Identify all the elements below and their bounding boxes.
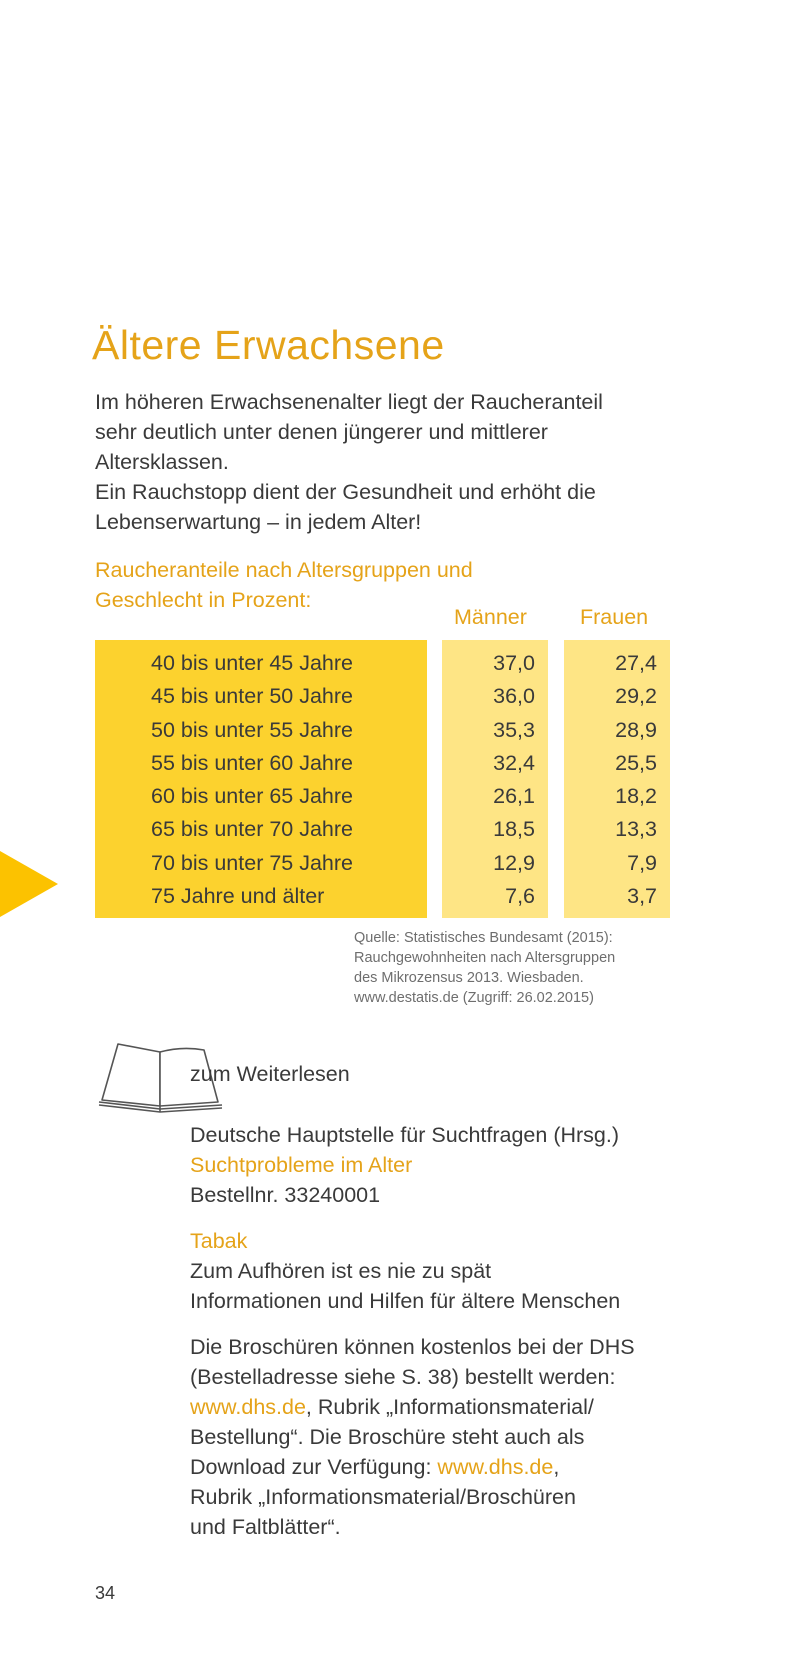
reference-title: Suchtprobleme im Alter bbox=[190, 1153, 413, 1177]
women-value: 13,3 bbox=[615, 817, 657, 842]
age-group: 40 bis unter 45 Jahre bbox=[151, 651, 353, 675]
table-caption-line: Raucheranteile nach Altersgruppen und bbox=[95, 558, 473, 582]
order-note-text: , bbox=[553, 1455, 560, 1479]
table-caption: Raucheranteile nach Altersgruppen und Ge… bbox=[95, 555, 535, 615]
order-note-text: Download zur Verfügung: bbox=[190, 1455, 438, 1479]
order-note-line: Rubrik „Informationsmaterial/Broschüren bbox=[190, 1485, 576, 1509]
women-value: 3,7 bbox=[627, 884, 657, 909]
further-reading-label: zum Weiterlesen bbox=[190, 1062, 350, 1086]
intro-line: Ein Rauchstopp dient der Gesundheit und … bbox=[95, 480, 596, 504]
source-line: Rauchgewohnheiten nach Altersgruppen bbox=[354, 950, 616, 966]
page-number: 34 bbox=[95, 1583, 116, 1603]
women-value: 27,4 bbox=[615, 651, 657, 675]
women-value: 28,9 bbox=[615, 717, 657, 742]
open-book-icon bbox=[98, 1043, 223, 1113]
table-row: 70 bis unter 75 Jahre 12,9 7,9 bbox=[95, 847, 670, 880]
order-note-line: und Faltblätter“. bbox=[190, 1515, 341, 1539]
reading-references: Deutsche Hauptstelle für Suchtfragen (Hr… bbox=[190, 1120, 750, 1542]
age-group: 45 bis unter 50 Jahre bbox=[151, 684, 353, 709]
men-value: 12,9 bbox=[493, 850, 535, 875]
smoker-rate-table: 40 bis unter 45 Jahre 37,0 27,4 45 bis u… bbox=[95, 647, 670, 913]
men-value: 18,5 bbox=[493, 817, 535, 842]
intro-text: Im höheren Erwachsenenalter liegt der Ra… bbox=[95, 387, 735, 537]
table-row: 40 bis unter 45 Jahre 37,0 27,4 bbox=[95, 647, 670, 680]
men-value: 26,1 bbox=[493, 784, 535, 809]
order-note-line: Download zur Verfügung: www.dhs.de, bbox=[190, 1452, 750, 1482]
order-note-text: , Rubrik „Informationsmaterial/ bbox=[305, 1395, 594, 1419]
men-value: 7,6 bbox=[505, 884, 535, 909]
women-value: 7,9 bbox=[627, 850, 657, 875]
intro-line: Altersklassen. bbox=[95, 450, 229, 474]
table-caption-line: Geschlecht in Prozent: bbox=[95, 588, 312, 612]
source-line: des Mikrozensus 2013. Wiesbaden. bbox=[354, 970, 584, 986]
reference-subtitle: Informationen und Hilfen für ältere Mens… bbox=[190, 1289, 621, 1313]
table-row: 65 bis unter 70 Jahre 18,5 13,3 bbox=[95, 813, 670, 846]
reference-title: Tabak bbox=[190, 1229, 248, 1253]
table-row: 50 bis unter 55 Jahre 35,3 28,9 bbox=[95, 714, 670, 747]
women-value: 29,2 bbox=[615, 684, 657, 709]
women-value: 25,5 bbox=[615, 750, 657, 775]
men-value: 37,0 bbox=[493, 651, 535, 675]
age-column-background bbox=[95, 640, 427, 918]
dhs-link[interactable]: www.dhs.de bbox=[437, 1455, 554, 1479]
age-group: 75 Jahre und älter bbox=[151, 884, 325, 909]
intro-line: Im höheren Erwachsenenalter liegt der Ra… bbox=[95, 390, 603, 414]
men-value: 32,4 bbox=[493, 750, 535, 775]
men-value: 35,3 bbox=[493, 717, 535, 742]
reference-publisher: Deutsche Hauptstelle für Suchtfragen (Hr… bbox=[190, 1123, 620, 1147]
women-column-background bbox=[564, 640, 670, 918]
reference-order-number: Bestellnr. 33240001 bbox=[190, 1183, 381, 1207]
order-note-line: Die Broschüren können kostenlos bei der … bbox=[190, 1335, 635, 1359]
column-header-men: Männer bbox=[454, 605, 527, 629]
table-row: 45 bis unter 50 Jahre 36,0 29,2 bbox=[95, 680, 670, 713]
intro-line: Lebenserwartung – in jedem Alter! bbox=[95, 510, 422, 534]
intro-line: sehr deutlich unter denen jüngerer und m… bbox=[95, 420, 548, 444]
men-column-background bbox=[442, 640, 548, 918]
age-group: 55 bis unter 60 Jahre bbox=[151, 750, 353, 775]
order-note-line: (Bestelladresse siehe S. 38) bestellt we… bbox=[190, 1365, 616, 1389]
women-value: 18,2 bbox=[615, 784, 657, 809]
table-row: 60 bis unter 65 Jahre 26,1 18,2 bbox=[95, 780, 670, 813]
source-line: www.destatis.de (Zugriff: 26.02.2015) bbox=[354, 990, 594, 1006]
order-note-line: Bestellung“. Die Broschüre steht auch al… bbox=[190, 1425, 585, 1449]
source-note: Quelle: Statistisches Bundesamt (2015): … bbox=[354, 928, 694, 1008]
age-group: 60 bis unter 65 Jahre bbox=[151, 784, 353, 809]
reference-subtitle: Zum Aufhören ist es nie zu spät bbox=[190, 1259, 492, 1283]
age-group: 70 bis unter 75 Jahre bbox=[151, 850, 353, 875]
column-header-women: Frauen bbox=[580, 605, 649, 629]
order-note-line: www.dhs.de, Rubrik „Informationsmaterial… bbox=[190, 1392, 750, 1422]
dhs-link[interactable]: www.dhs.de bbox=[190, 1395, 306, 1419]
triangle-marker-icon bbox=[0, 851, 58, 917]
men-value: 36,0 bbox=[493, 684, 535, 709]
table-row: 55 bis unter 60 Jahre 32,4 25,5 bbox=[95, 747, 670, 780]
table-row: 75 Jahre und älter 7,6 3,7 bbox=[95, 880, 670, 913]
source-line: Quelle: Statistisches Bundesamt (2015): bbox=[354, 930, 613, 946]
page-title: Ältere Erwachsene bbox=[92, 322, 445, 368]
age-group: 65 bis unter 70 Jahre bbox=[151, 817, 353, 842]
age-group: 50 bis unter 55 Jahre bbox=[151, 717, 353, 742]
